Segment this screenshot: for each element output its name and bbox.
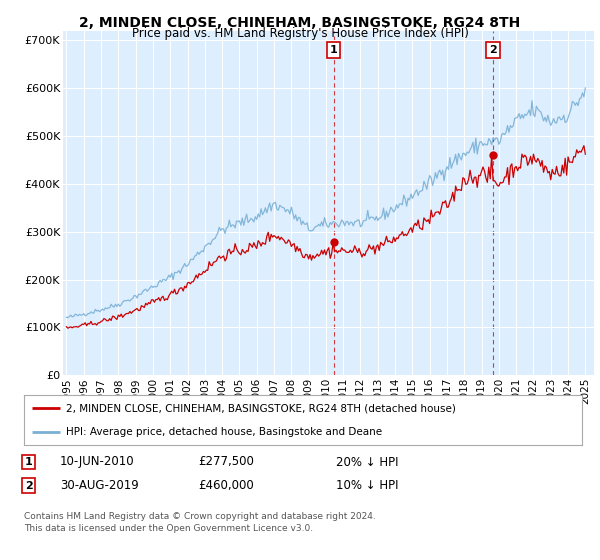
Text: £460,000: £460,000	[198, 479, 254, 492]
Text: 20% ↓ HPI: 20% ↓ HPI	[336, 455, 398, 469]
Text: 30-AUG-2019: 30-AUG-2019	[60, 479, 139, 492]
Text: Contains HM Land Registry data © Crown copyright and database right 2024.
This d: Contains HM Land Registry data © Crown c…	[24, 512, 376, 533]
Text: 2, MINDEN CLOSE, CHINEHAM, BASINGSTOKE, RG24 8TH (detached house): 2, MINDEN CLOSE, CHINEHAM, BASINGSTOKE, …	[66, 403, 456, 413]
Text: 2: 2	[489, 45, 497, 55]
Text: 2: 2	[25, 480, 32, 491]
Text: 1: 1	[329, 45, 337, 55]
Text: 2, MINDEN CLOSE, CHINEHAM, BASINGSTOKE, RG24 8TH: 2, MINDEN CLOSE, CHINEHAM, BASINGSTOKE, …	[79, 16, 521, 30]
Text: £277,500: £277,500	[198, 455, 254, 469]
Text: 10-JUN-2010: 10-JUN-2010	[60, 455, 134, 469]
Text: Price paid vs. HM Land Registry's House Price Index (HPI): Price paid vs. HM Land Registry's House …	[131, 27, 469, 40]
Text: HPI: Average price, detached house, Basingstoke and Deane: HPI: Average price, detached house, Basi…	[66, 427, 382, 437]
Text: 1: 1	[25, 457, 32, 467]
Text: 10% ↓ HPI: 10% ↓ HPI	[336, 479, 398, 492]
